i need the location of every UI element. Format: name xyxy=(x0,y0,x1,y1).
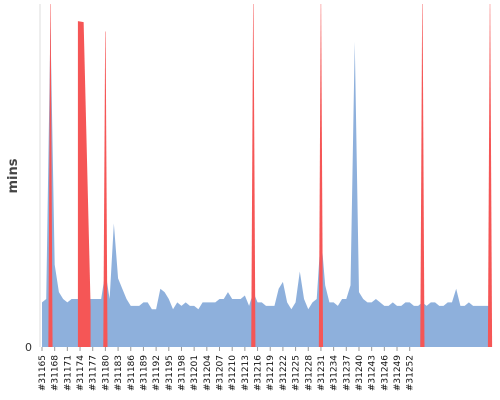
x-tick-label: #31204 xyxy=(203,355,213,391)
x-tick-label: #31249 xyxy=(393,355,403,391)
plot-area xyxy=(42,4,493,348)
x-tick-label: #31186 xyxy=(127,355,137,391)
x-tick-label: #31207 xyxy=(216,355,226,391)
x-tick-label: #31228 xyxy=(304,355,314,391)
failure-band xyxy=(420,4,425,347)
x-tick-labels: #31165 #31168 #31171 #31174 #31177 #31180 #311… xyxy=(38,347,416,391)
x-tick-label: #31165 xyxy=(38,355,48,391)
failure-band xyxy=(318,4,324,347)
x-tick-label: #31177 xyxy=(89,355,99,391)
failure-band xyxy=(251,4,256,347)
y-axis-label: mins xyxy=(6,158,21,193)
x-tick-label: #31237 xyxy=(342,355,352,391)
failure-band xyxy=(487,4,493,347)
x-tick-label: #31222 xyxy=(279,355,289,391)
x-tick-label: #31192 xyxy=(152,355,162,391)
x-tick-label: #31210 xyxy=(228,355,238,391)
x-tick-label: #31243 xyxy=(368,355,378,391)
x-tick-label: #31231 xyxy=(317,355,327,391)
x-tick-label: #31234 xyxy=(330,355,340,391)
x-tick-label: #31189 xyxy=(139,355,149,391)
x-tick-label: #31240 xyxy=(355,355,365,391)
x-tick-label: #31201 xyxy=(190,355,200,391)
x-tick-label: #31225 xyxy=(292,355,302,391)
x-tick-label: #31219 xyxy=(266,355,276,391)
x-tick-label: #31246 xyxy=(380,355,390,391)
x-tick-label: #31171 xyxy=(63,355,73,391)
x-tick-label: #31183 xyxy=(114,355,124,391)
x-tick-label: #31174 xyxy=(76,355,86,391)
failure-band xyxy=(77,21,91,348)
x-tick-label: #31252 xyxy=(406,355,416,391)
x-tick-label: #31198 xyxy=(177,355,187,391)
x-tick-label: #31180 xyxy=(101,355,111,391)
x-tick-label: #31195 xyxy=(165,355,175,391)
x-tick-label: #31213 xyxy=(241,355,251,391)
y-tick-label: 0 xyxy=(25,341,32,354)
failure-band xyxy=(103,31,108,347)
failure-band xyxy=(48,4,53,347)
x-tick-label: #31168 xyxy=(51,355,61,391)
x-tick-label: #31216 xyxy=(254,355,264,391)
